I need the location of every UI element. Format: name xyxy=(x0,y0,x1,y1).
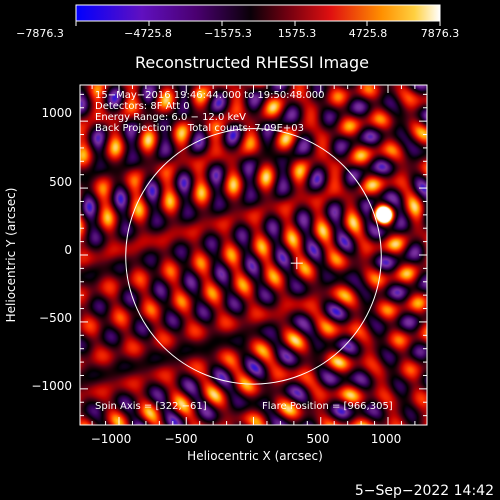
colorbar-tick-label: −1575.3 xyxy=(204,27,252,40)
x-tick-label: −1000 xyxy=(91,432,132,446)
rhessi-image xyxy=(80,85,427,425)
info-line-time: 15−May−2016 19:46:44.000 to 19:50:48.000 xyxy=(95,90,325,101)
info-line-method: Back Projection Total counts: 7.09E+03 xyxy=(95,123,304,134)
colorbar-gradient xyxy=(75,4,441,22)
colorbar-tick-label: 1575.3 xyxy=(278,27,317,40)
flare-position-label: Flare Position = [966,305] xyxy=(262,401,393,412)
colorbar-ticks xyxy=(75,21,441,26)
x-tick-label: −500 xyxy=(165,432,198,446)
plot-title: Reconstructed RHESSI Image xyxy=(135,53,369,72)
y-axis-label: Heliocentric Y (arcsec) xyxy=(4,188,18,323)
back-projection-heatmap xyxy=(80,85,427,425)
info-line-energy: Energy Range: 6.0 − 12.0 keV xyxy=(95,112,246,123)
colorbar-tick-label: 7876.3 xyxy=(421,27,460,40)
axis-ticks xyxy=(80,85,427,425)
spin-axis-label: Spin Axis = [322,−61] xyxy=(95,401,207,412)
x-axis-label: Heliocentric X (arcsec) xyxy=(187,449,323,463)
colorbar-tick-label: −4725.8 xyxy=(124,27,172,40)
x-tick-label: 0 xyxy=(246,432,254,446)
colorbar-tick-label: −7876.3 xyxy=(16,27,64,40)
info-line-detectors: Detectors: 8F Att 0 xyxy=(95,101,190,112)
spin-axis-marker xyxy=(290,257,303,270)
x-tick-label: 500 xyxy=(307,432,330,446)
y-tick-label: 1000 xyxy=(41,106,72,120)
colorbar-tick-label: 4725.8 xyxy=(349,27,388,40)
render-timestamp: 5−Sep−2022 14:42 xyxy=(355,483,494,499)
y-tick-label: 500 xyxy=(49,175,72,189)
solar-limb-circle xyxy=(125,128,382,385)
y-tick-label: −500 xyxy=(39,311,72,325)
x-tick-label: 1000 xyxy=(371,432,402,446)
y-tick-label: −1000 xyxy=(31,379,72,393)
colorbar: −7876.3 −4725.8 −1575.3 1575.3 4725.8 78… xyxy=(16,4,460,40)
y-tick-label: 0 xyxy=(64,243,72,257)
